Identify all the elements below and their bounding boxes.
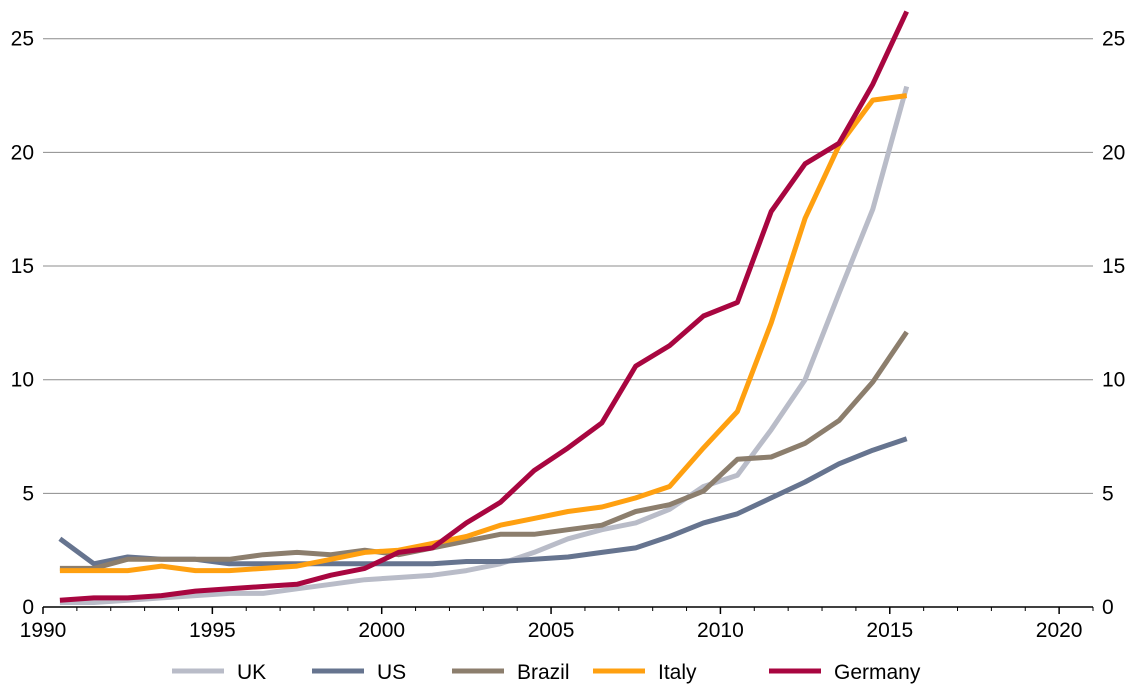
x-tick-label-2005: 2005 (528, 619, 575, 642)
x-tick-label-2000: 2000 (358, 619, 405, 642)
x-tick-label-2020: 2020 (1036, 619, 1083, 642)
x-tick-label-1990: 1990 (20, 619, 67, 642)
series-lines (58, 10, 910, 605)
y-tick-label-right-25: 25 (1102, 28, 1125, 51)
y-tick-label-left-5: 5 (22, 482, 34, 505)
legend-label-italy: Italy (658, 661, 697, 684)
legend-label-us: US (377, 661, 406, 684)
series-line-us (58, 436, 908, 567)
y-tick-label-right-0: 0 (1102, 596, 1114, 619)
y-tick-label-left-10: 10 (11, 369, 34, 392)
series-line-uk (59, 85, 910, 605)
legend-label-germany: Germany (834, 661, 921, 684)
y-tick-label-left-20: 20 (11, 141, 34, 164)
y-tick-label-right-10: 10 (1102, 369, 1125, 392)
y-tick-label-right-15: 15 (1102, 255, 1125, 278)
legend: UK US Brazil Italy Germany (172, 661, 921, 684)
series-line-brazil (59, 330, 909, 571)
x-tick-label-2015: 2015 (866, 619, 913, 642)
series-line-germany (59, 10, 909, 603)
y-tick-label-right-20: 20 (1102, 141, 1125, 164)
series-line-italy (59, 93, 908, 574)
x-tick-label-1995: 1995 (189, 619, 236, 642)
gridlines (43, 38, 1093, 494)
y-tick-label-left-15: 15 (11, 255, 34, 278)
x-tick-label-2010: 2010 (697, 619, 744, 642)
y-tick-label-left-0: 0 (22, 596, 34, 619)
legend-label-brazil: Brazil (517, 661, 570, 684)
y-tick-label-right-5: 5 (1102, 482, 1114, 505)
legend-label-uk: UK (237, 661, 266, 684)
y-tick-label-left-25: 25 (11, 28, 34, 51)
